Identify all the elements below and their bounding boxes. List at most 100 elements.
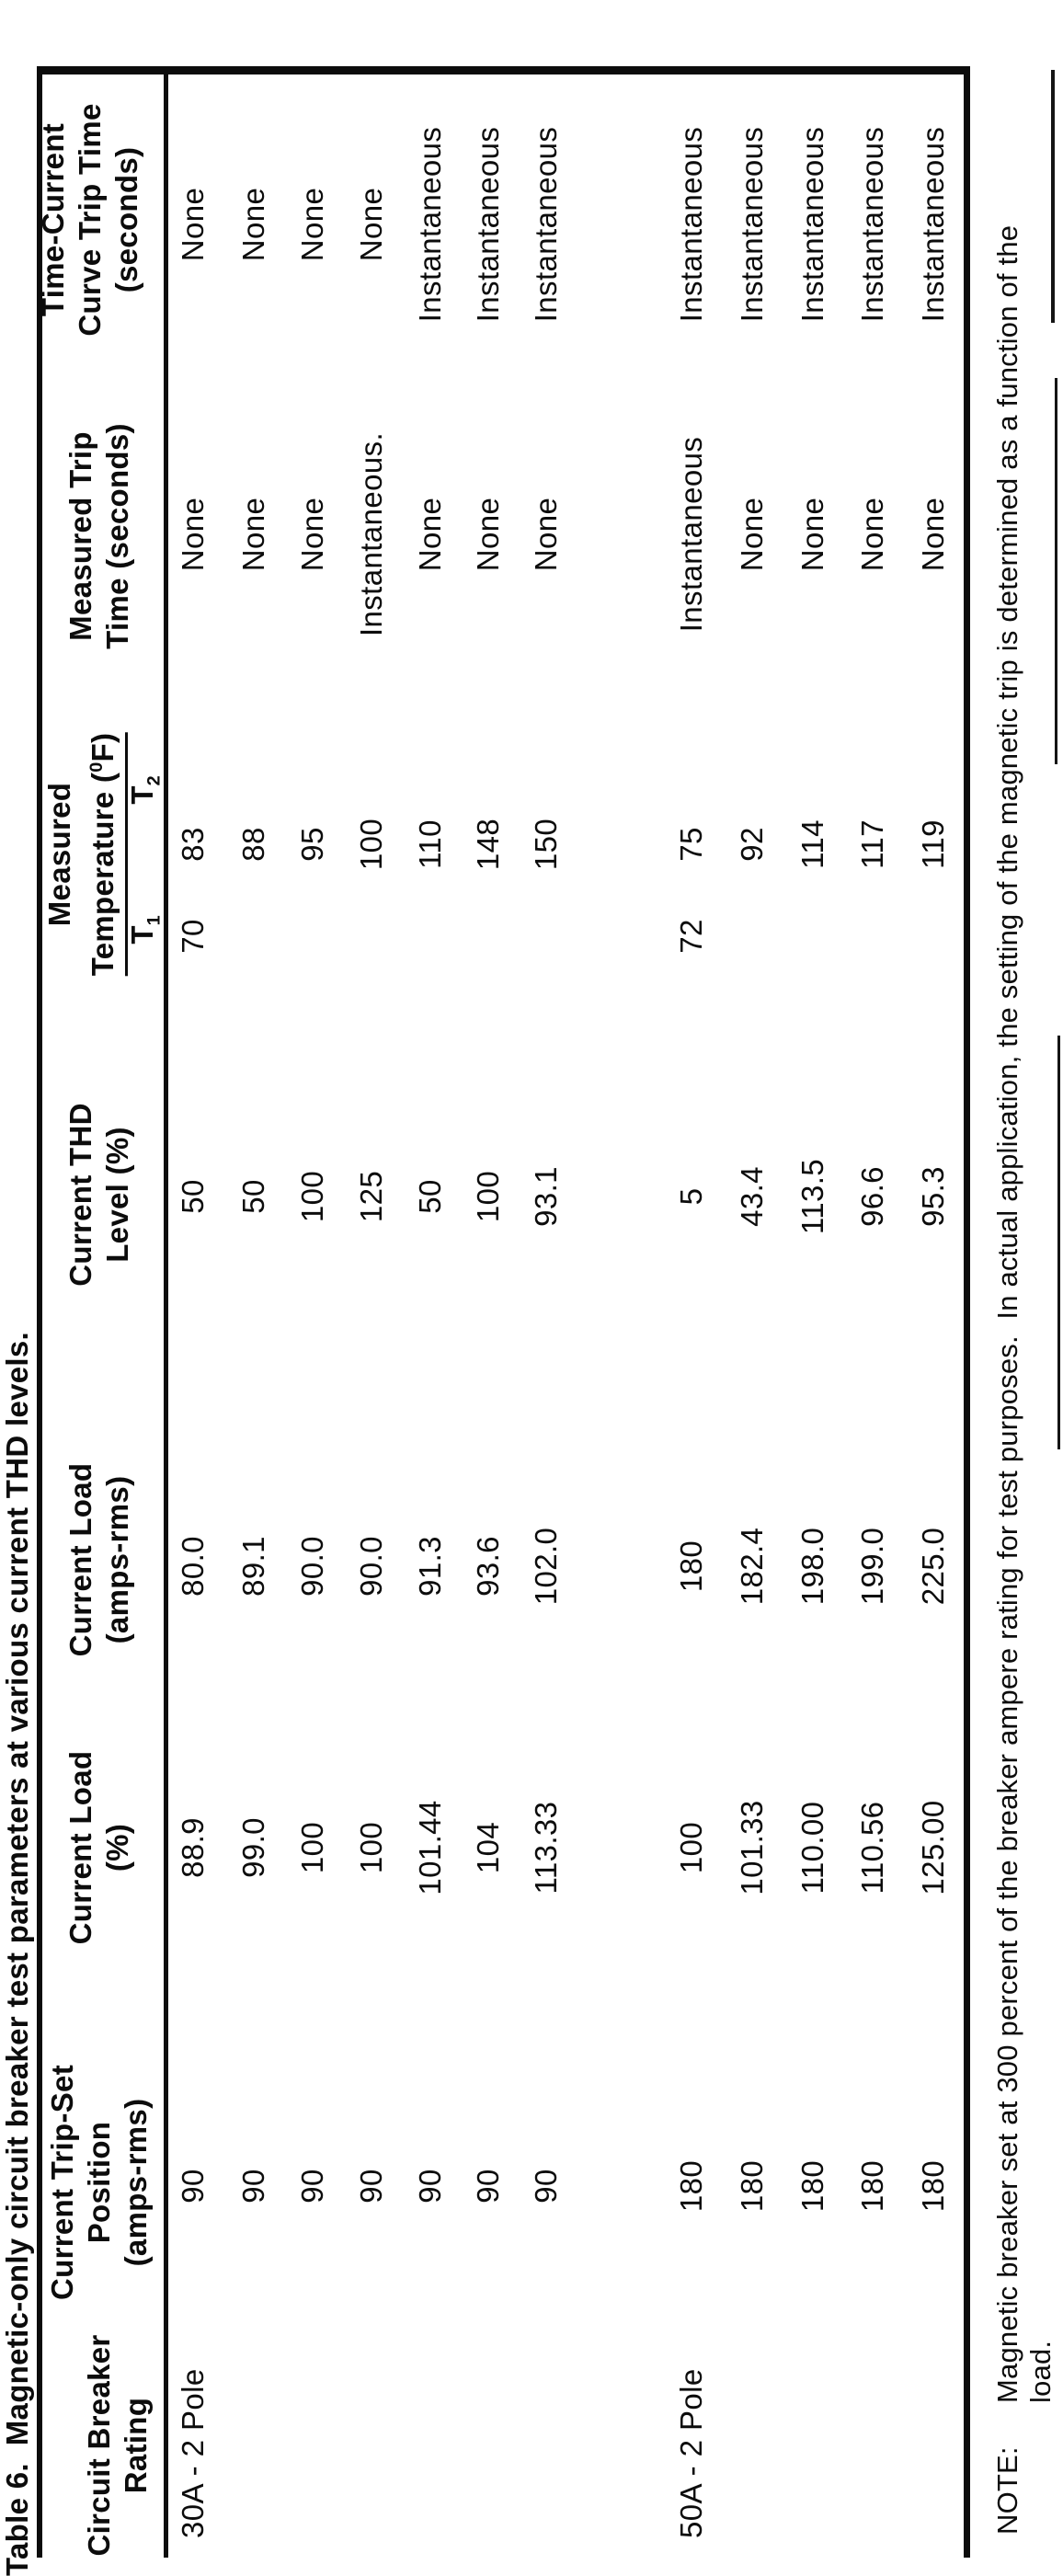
table-cell-thd: 50 bbox=[236, 1179, 270, 1214]
table-cell-thd: 100 bbox=[471, 1170, 505, 1223]
table-cell-load_amps: 89.1 bbox=[236, 1536, 270, 1597]
table-cell-load_pct: 110.00 bbox=[795, 1801, 829, 1895]
temperature-underlined-label: Temperature (0F) bbox=[78, 732, 128, 977]
table-cell-trip_set: 90 bbox=[413, 2169, 447, 2204]
table-cell-trip_set: 180 bbox=[674, 2159, 708, 2213]
table-cell-thd: 100 bbox=[295, 1170, 329, 1223]
table-top-border bbox=[37, 66, 42, 2558]
header-line: Measured bbox=[42, 782, 76, 927]
note-body: Magnetic breaker set at 300 percent of t… bbox=[991, 224, 1023, 2403]
header-line: Current Load bbox=[63, 1462, 97, 1657]
table-cell-load_amps: 182.4 bbox=[735, 1527, 769, 1606]
table-cell-trip_time: None bbox=[413, 497, 447, 572]
table-cell-curve_time: None bbox=[176, 187, 210, 262]
page-edge-mark bbox=[1055, 378, 1057, 764]
table-cell-trip_set: 90 bbox=[295, 2169, 329, 2204]
table-cell-load_pct: 101.44 bbox=[413, 1800, 447, 1895]
column-header-rating: Circuit Breaker Rating bbox=[81, 2334, 154, 2556]
header-line: Curve Trip Time bbox=[73, 103, 107, 337]
header-line: Measured Trip bbox=[63, 431, 97, 641]
table-cell-trip_time: Instantaneous bbox=[674, 436, 708, 633]
table-cell-t2: 150 bbox=[529, 818, 563, 871]
table-cell-curve_time: Instantaneous bbox=[674, 126, 708, 323]
table-cell-trip_time: None bbox=[295, 497, 329, 572]
table-cell-load_amps: 93.6 bbox=[471, 1536, 505, 1597]
table-cell-t1: 70 bbox=[176, 919, 210, 954]
header-line: (amps-rms) bbox=[100, 1475, 134, 1644]
table-cell-trip_set: 180 bbox=[735, 2159, 769, 2213]
table-cell-t2: 119 bbox=[916, 819, 950, 869]
table-cell-t2: 148 bbox=[471, 818, 505, 871]
table-cell-load_pct: 100 bbox=[354, 1821, 388, 1874]
table-cell-thd: 50 bbox=[413, 1179, 447, 1214]
table-cell-curve_time: Instantaneous bbox=[413, 126, 447, 323]
table-cell-load_amps: 198.0 bbox=[795, 1527, 829, 1606]
table-cell-curve_time: Instantaneous bbox=[471, 126, 505, 323]
table-cell-curve_time: Instantaneous bbox=[916, 126, 950, 323]
column-header-time-current-curve: Time-Current Curve Trip Time (seconds) bbox=[35, 103, 145, 336]
header-line: (amps-rms) bbox=[119, 2098, 153, 2267]
header-line: Current Load bbox=[63, 1750, 97, 1945]
header-line: Circuit Breaker bbox=[82, 2334, 116, 2557]
header-line: Temperature (0F) bbox=[78, 732, 128, 977]
column-header-current-load-pct: Current Load (%) bbox=[63, 1751, 136, 1945]
table-cell-thd: 96.6 bbox=[855, 1166, 889, 1227]
table-cell-thd: 5 bbox=[674, 1187, 708, 1206]
table-cell-load_pct: 99.0 bbox=[236, 1817, 270, 1878]
table-cell-thd: 43.4 bbox=[735, 1166, 769, 1227]
table-cell-t2: 83 bbox=[176, 827, 210, 862]
table-cell-trip_time: None bbox=[471, 497, 505, 572]
table-cell-t2: 75 bbox=[674, 827, 708, 862]
table-cell-t2: 100 bbox=[354, 818, 388, 871]
page-edge-mark bbox=[1051, 70, 1055, 323]
header-line: Time (seconds) bbox=[100, 423, 134, 649]
table-cell-load_amps: 91.3 bbox=[413, 1536, 447, 1597]
header-line: Level (%) bbox=[100, 1127, 134, 1263]
table-cell-load_amps: 225.0 bbox=[916, 1527, 950, 1606]
header-divider bbox=[164, 72, 168, 2558]
table-cell-load_pct: 104 bbox=[471, 1821, 505, 1874]
column-header-measured-temperature: Measured Temperature (0F) bbox=[41, 732, 128, 977]
table-cell-t2: 114 bbox=[795, 819, 829, 869]
t2-subcolumn-label: T2 bbox=[125, 775, 165, 805]
t1-subcolumn-label: T1 bbox=[125, 915, 165, 945]
table-cell-trip_set: 180 bbox=[795, 2159, 829, 2213]
column-header-current-load-amps: Current Load (amps-rms) bbox=[63, 1463, 136, 1657]
column-header-measured-trip-time: Measured Trip Time (seconds) bbox=[63, 423, 136, 649]
header-line: Current THD bbox=[63, 1103, 97, 1287]
table-cell-trip_time: None bbox=[735, 497, 769, 572]
table-bottom-border bbox=[964, 66, 970, 2558]
table-cell-trip_set: 90 bbox=[176, 2169, 210, 2204]
table-cell-thd: 50 bbox=[176, 1179, 210, 1214]
table-cell-trip_time: None bbox=[855, 497, 889, 572]
table-cell-curve_time: Instantaneous bbox=[735, 126, 769, 323]
table-cell-load_pct: 113.33 bbox=[529, 1801, 563, 1895]
table-cell-t2: 117 bbox=[855, 819, 889, 869]
table-cell-t2: 88 bbox=[236, 827, 270, 862]
header-line: Current Trip-Set bbox=[45, 2065, 79, 2300]
table-cell-load_amps: 90.0 bbox=[295, 1536, 329, 1597]
table-cell-load_pct: 101.33 bbox=[735, 1800, 769, 1895]
table-cell-load_amps: 199.0 bbox=[855, 1527, 889, 1606]
table-cell-trip_time: None bbox=[236, 497, 270, 572]
table-cell-curve_time: None bbox=[236, 187, 270, 262]
header-line: (seconds) bbox=[109, 146, 143, 293]
table-cell-curve_time: Instantaneous bbox=[529, 126, 563, 323]
table-cell-trip_time: Instantaneous. bbox=[354, 431, 388, 637]
table-cell-rating: 50A - 2 Pole bbox=[674, 2368, 708, 2538]
header-line: Rating bbox=[119, 2397, 153, 2494]
table-cell-trip_set: 90 bbox=[236, 2169, 270, 2204]
table-cell-trip_time: None bbox=[795, 497, 829, 572]
header-line: Position bbox=[82, 2121, 116, 2244]
column-header-thd-level: Current THD Level (%) bbox=[63, 1103, 136, 1286]
header-line: Time-Current bbox=[36, 122, 70, 317]
note-label: NOTE: bbox=[991, 2446, 1023, 2535]
table-right-border bbox=[37, 66, 970, 74]
table-cell-trip_set: 180 bbox=[916, 2159, 950, 2213]
table-cell-t2: 92 bbox=[735, 827, 769, 862]
table-cell-load_pct: 88.9 bbox=[176, 1817, 210, 1878]
table-cell-curve_time: None bbox=[354, 187, 388, 262]
table-cell-rating: 30A - 2 Pole bbox=[176, 2368, 210, 2538]
table-cell-load_pct: 100 bbox=[674, 1821, 708, 1874]
